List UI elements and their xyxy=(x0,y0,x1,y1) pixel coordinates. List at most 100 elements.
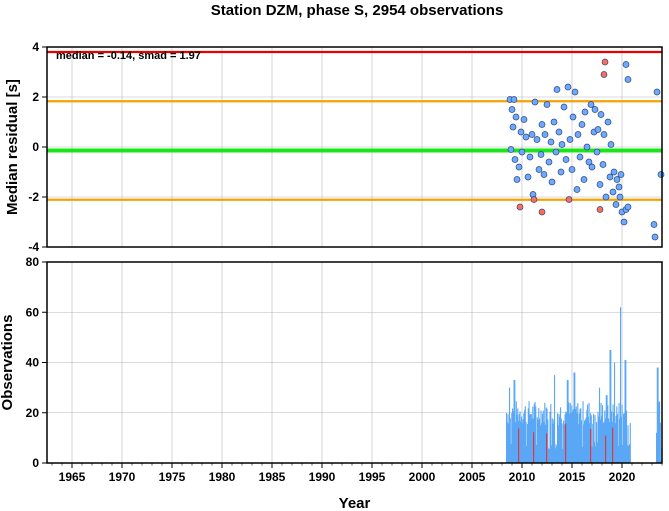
residual-point xyxy=(533,136,541,143)
observation-bar xyxy=(574,372,576,463)
x-tick-label: 1975 xyxy=(159,470,186,484)
residual-point xyxy=(548,178,556,186)
observation-bar xyxy=(534,402,536,463)
observation-bar xyxy=(588,402,590,463)
residual-point xyxy=(557,168,565,176)
chart-title: Station DZM, phase S, 2954 observations xyxy=(211,2,504,19)
residual-point xyxy=(571,88,579,96)
observation-bar xyxy=(629,423,631,463)
residual-y-axis-label: Median residual [s] xyxy=(4,79,21,215)
residual-point xyxy=(580,176,588,183)
observation-bar xyxy=(569,413,571,463)
observation-bar xyxy=(596,442,598,463)
observation-bar xyxy=(530,413,532,463)
residual-point xyxy=(515,163,523,171)
observations-y-axis-label: Observations xyxy=(0,315,16,411)
observation-bar xyxy=(524,406,526,463)
observation-bar xyxy=(549,411,551,463)
observation-bar xyxy=(625,359,627,463)
observation-bar xyxy=(578,413,580,463)
observation-bar xyxy=(542,410,544,463)
observation-bar xyxy=(617,414,619,463)
observation-bar xyxy=(578,424,580,463)
observation-bar xyxy=(529,414,531,463)
outlier-point xyxy=(516,203,524,211)
observation-bar xyxy=(527,408,529,463)
observation-bar xyxy=(519,411,521,463)
outlier-point xyxy=(600,71,608,78)
y-tick-label: 60 xyxy=(26,305,40,319)
observation-bar xyxy=(614,362,616,463)
residual-point xyxy=(606,173,614,181)
residual-point xyxy=(526,153,534,161)
observation-bar xyxy=(611,411,613,463)
residual-point xyxy=(599,161,607,168)
residual-point xyxy=(509,123,517,131)
residual-point xyxy=(512,113,520,121)
observation-bar xyxy=(522,419,524,463)
observation-bar xyxy=(584,420,586,463)
observation-bar xyxy=(530,414,532,463)
residual-point xyxy=(609,188,617,196)
observation-bar xyxy=(568,402,570,463)
observation-bar xyxy=(536,417,538,463)
residual-point xyxy=(518,148,526,156)
observation-bar xyxy=(575,408,577,463)
observation-bar xyxy=(607,405,609,463)
observation-bar xyxy=(620,416,622,463)
observation-bar xyxy=(615,415,617,463)
y-tick-label: 4 xyxy=(32,40,39,54)
observation-bar xyxy=(525,421,527,463)
residual-point xyxy=(594,126,602,133)
residual-point xyxy=(540,171,548,178)
observation-bar xyxy=(656,432,658,463)
observation-bar xyxy=(515,401,517,463)
observation-bar xyxy=(539,425,541,463)
residual-point xyxy=(508,106,516,113)
residual-point xyxy=(657,171,665,178)
residual-point xyxy=(517,128,525,136)
residual-point xyxy=(537,151,545,158)
observation-bar xyxy=(583,424,585,463)
observation-bar xyxy=(507,414,509,463)
observation-bar xyxy=(575,406,577,463)
residual-point xyxy=(612,201,620,208)
observation-bar xyxy=(562,449,564,463)
year-x-axis-label: Year xyxy=(339,495,371,511)
observation-bar xyxy=(517,408,519,463)
x-tick-label: 2015 xyxy=(559,470,586,484)
residual-point xyxy=(564,83,572,91)
observation-bar xyxy=(535,406,537,463)
residual-point xyxy=(558,141,566,148)
observation-bar xyxy=(557,425,559,463)
observation-bar xyxy=(600,403,602,463)
observation-bar xyxy=(626,410,628,463)
y-tick-label: 20 xyxy=(26,406,40,420)
observation-bar xyxy=(626,445,628,463)
observation-bar xyxy=(550,404,552,463)
x-tick-label: 2010 xyxy=(509,470,536,484)
observation-bar xyxy=(584,419,586,463)
observation-bar xyxy=(570,412,572,463)
observations-ticks: 80 60 40 20 0 1965 1970 1975 1980 1985 1990 1995 200… xyxy=(26,255,663,484)
observation-bar xyxy=(657,367,659,463)
observation-bar xyxy=(563,424,565,463)
residual-point xyxy=(513,176,521,183)
observation-bar xyxy=(573,372,575,463)
residual-point xyxy=(576,153,584,161)
highlight-bar xyxy=(533,432,535,463)
y-tick-label: 40 xyxy=(26,356,40,370)
residual-point xyxy=(624,76,632,83)
observation-bar xyxy=(560,418,562,463)
residual-point xyxy=(620,218,628,226)
outlier-point xyxy=(601,58,609,66)
residual-point xyxy=(597,111,605,118)
observation-bar xyxy=(602,423,604,463)
observation-bar xyxy=(659,422,661,463)
y-tick-label: 80 xyxy=(26,255,40,269)
observation-bar xyxy=(586,410,588,463)
observation-bar xyxy=(566,412,568,463)
observation-bar xyxy=(531,418,533,463)
observation-bar xyxy=(599,387,601,463)
residual-point xyxy=(573,186,581,193)
